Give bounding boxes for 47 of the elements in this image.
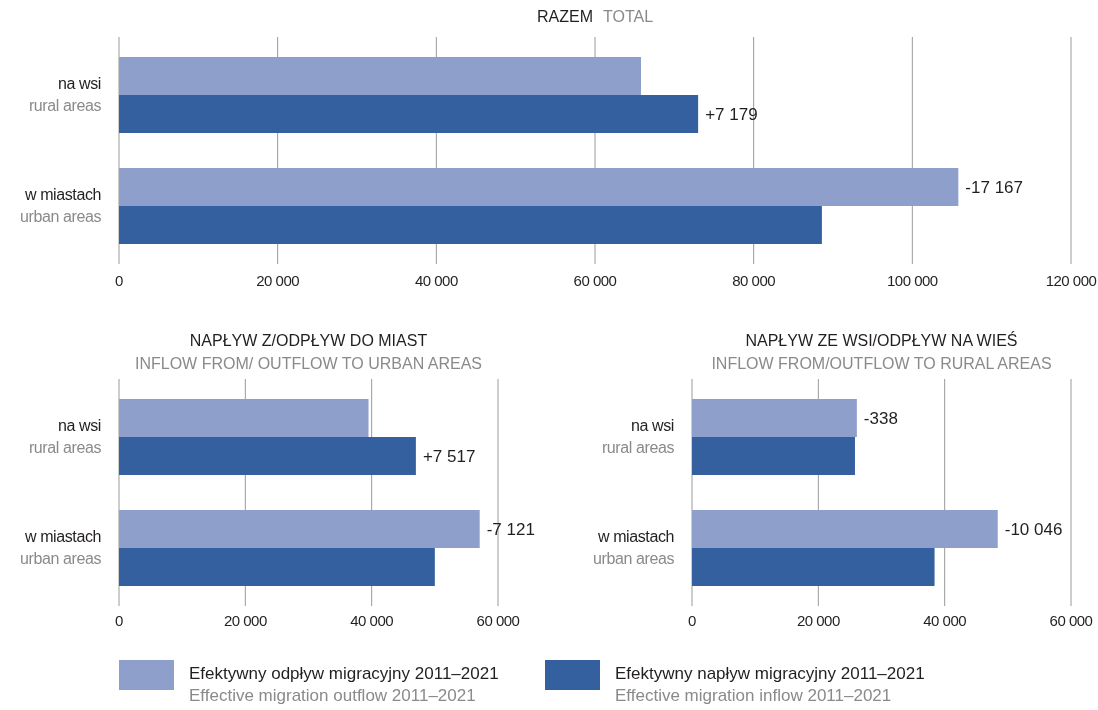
legend-label: Efektywny napływ migracyjny 2011–2021 Effective migration inflow 2011–2021 bbox=[615, 664, 925, 705]
legend-label: Efektywny odpływ migracyjny 2011–2021 Effective migration outflow 2011–2021 bbox=[189, 664, 499, 705]
annotation: -338 bbox=[863, 409, 898, 428]
x-tick-label: 20 000 bbox=[796, 612, 840, 629]
y-tick-label: na wsi rural areas bbox=[601, 417, 675, 456]
bar bbox=[692, 437, 855, 475]
bar bbox=[119, 548, 435, 586]
y-tick-label: w miastach urban areas bbox=[593, 528, 675, 567]
chart-subtitle: INFLOW FROM/OUTFLOW TO RURAL AREAS bbox=[711, 355, 1052, 372]
x-tick-label: 40 000 bbox=[414, 272, 458, 289]
chart-subtitle: TOTAL bbox=[602, 8, 654, 25]
y-tick-label: na wsi rural areas bbox=[28, 417, 102, 456]
annotation: -10 046 bbox=[1004, 520, 1063, 539]
x-tick-label: 60 000 bbox=[1049, 612, 1093, 629]
annotation: -7 121 bbox=[486, 520, 535, 539]
bar bbox=[119, 168, 959, 206]
x-tick-label: 20 000 bbox=[256, 272, 300, 289]
bar bbox=[692, 510, 998, 548]
y-tick-label: na wsi rural areas bbox=[28, 75, 102, 114]
x-tick-label: 120 000 bbox=[1045, 272, 1097, 289]
annotation: +7 179 bbox=[705, 105, 758, 124]
x-tick-label: 60 000 bbox=[573, 272, 617, 289]
bar bbox=[119, 399, 369, 437]
bar bbox=[119, 510, 480, 548]
x-tick-label: 60 000 bbox=[476, 612, 520, 629]
chart-title: RAZEM bbox=[536, 8, 593, 25]
chart-title: NAPŁYW Z/ODPŁYW DO MIAST bbox=[189, 332, 428, 349]
annotation: -17 167 bbox=[965, 178, 1024, 197]
bar bbox=[692, 399, 857, 437]
annotation: +7 517 bbox=[422, 447, 476, 466]
bar bbox=[119, 206, 822, 244]
y-tick-label: w miastach urban areas bbox=[20, 528, 102, 567]
x-tick-label: 100 000 bbox=[886, 272, 938, 289]
bar bbox=[119, 437, 416, 475]
x-tick-label: 0 bbox=[115, 272, 124, 289]
bar bbox=[119, 95, 699, 133]
x-tick-label: 40 000 bbox=[923, 612, 967, 629]
chart-title: NAPŁYW ZE WSI/ODPŁYW NA WIEŚ bbox=[745, 331, 1018, 349]
x-tick-label: 0 bbox=[115, 612, 124, 629]
x-tick-label: 0 bbox=[688, 612, 697, 629]
chart-subtitle: INFLOW FROM/ OUTFLOW TO URBAN AREAS bbox=[135, 355, 482, 372]
x-tick-label: 20 000 bbox=[223, 612, 267, 629]
x-tick-label: 80 000 bbox=[732, 272, 776, 289]
bar bbox=[692, 548, 935, 586]
bar bbox=[119, 57, 642, 95]
y-tick-label: w miastach urban areas bbox=[20, 186, 102, 225]
x-tick-label: 40 000 bbox=[350, 612, 394, 629]
